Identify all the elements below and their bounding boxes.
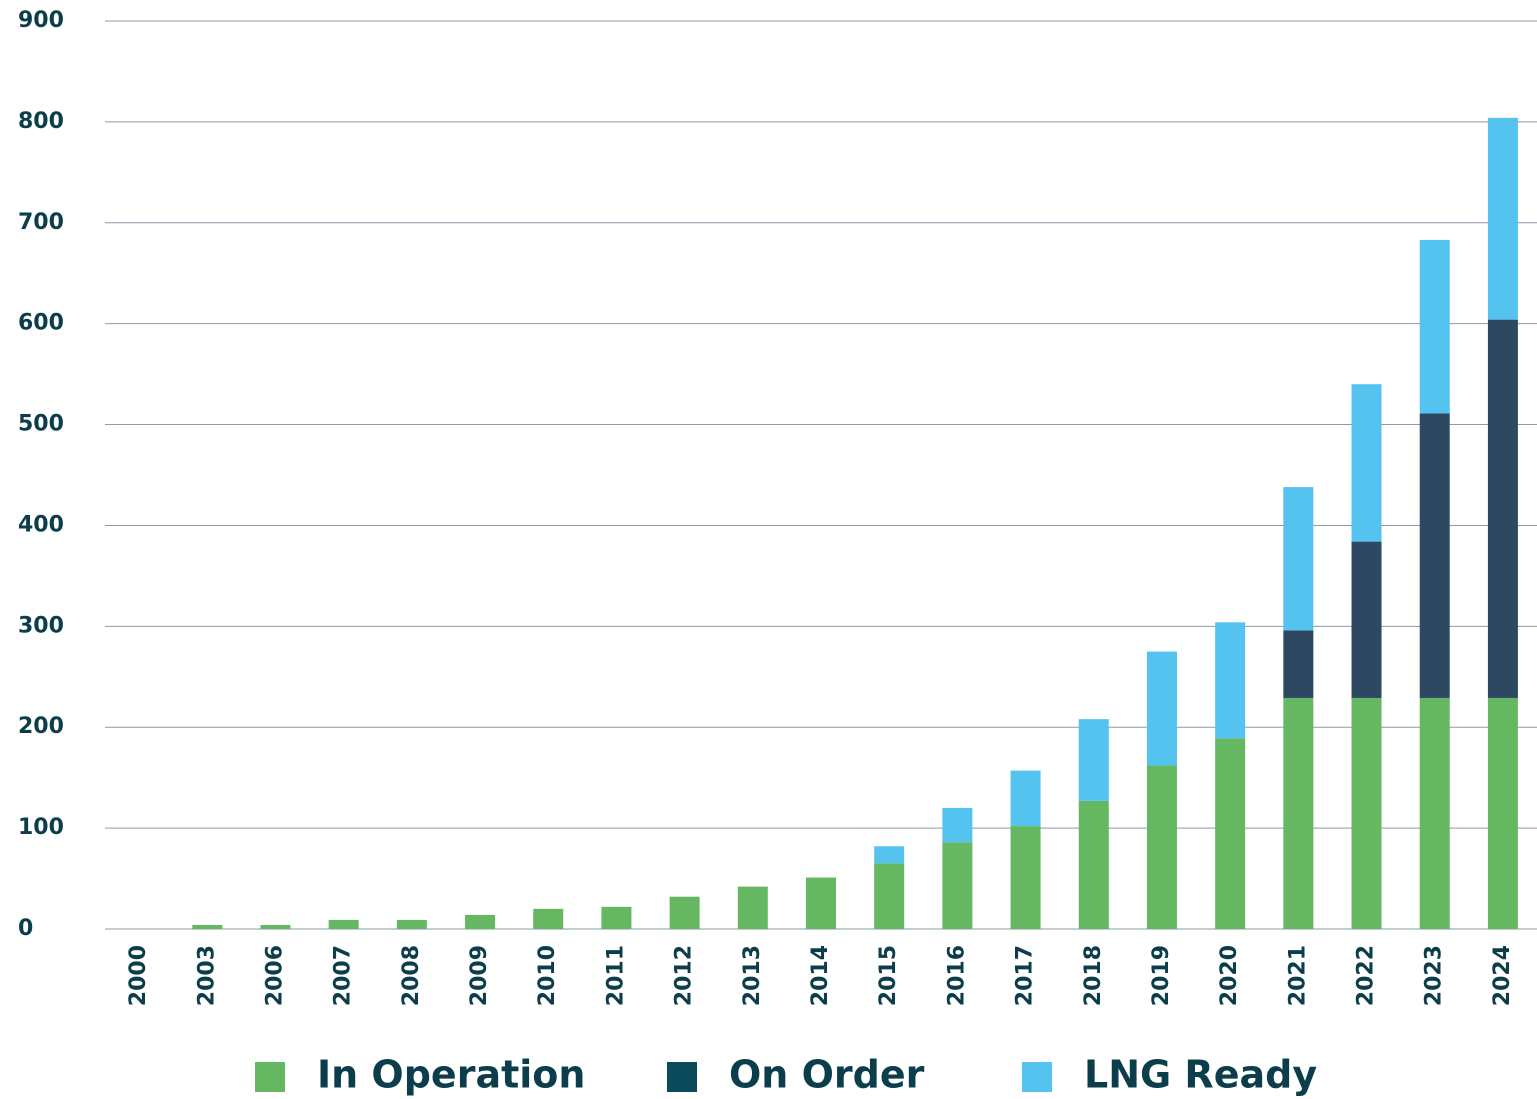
x-tick-label: 2011 xyxy=(603,945,628,1006)
x-tick-label: 2019 xyxy=(1149,945,1174,1006)
y-tick-label: 0 xyxy=(18,916,33,941)
bar-segment xyxy=(1351,697,1382,929)
bar-segment xyxy=(1487,319,1518,698)
x-tick-label: 2021 xyxy=(1285,945,1310,1006)
y-tick-label: 400 xyxy=(18,512,64,537)
bar-segment xyxy=(1010,770,1041,827)
x-tick-label: 2020 xyxy=(1217,945,1242,1006)
bar-segment xyxy=(533,908,564,929)
legend-label: LNG Ready xyxy=(1084,1053,1317,1097)
bar-segment xyxy=(396,919,427,929)
bar-segment xyxy=(1351,384,1382,542)
x-tick-label: 2024 xyxy=(1490,945,1515,1006)
bar-segment xyxy=(1078,719,1109,801)
bar-segment xyxy=(192,924,223,929)
bar-segment xyxy=(874,863,905,929)
bar-segment xyxy=(328,919,359,929)
y-tick-label: 800 xyxy=(18,109,64,134)
legend-swatch xyxy=(255,1062,285,1092)
x-tick-label: 2018 xyxy=(1081,945,1106,1006)
bar-segment xyxy=(1010,826,1041,929)
bar-segment xyxy=(1146,765,1177,929)
bar-segment xyxy=(1078,800,1109,929)
y-tick-label: 700 xyxy=(18,210,64,235)
bar-segment xyxy=(669,896,700,929)
bar-segment xyxy=(874,846,905,864)
bar-segment xyxy=(1419,239,1450,414)
bar-segment xyxy=(1487,697,1518,929)
legend-label: In Operation xyxy=(317,1053,585,1097)
bar-segment xyxy=(1215,622,1246,739)
bar-segment xyxy=(942,842,973,929)
x-tick-label: 2016 xyxy=(944,945,969,1006)
y-tick-label: 100 xyxy=(18,815,64,840)
bar-segment xyxy=(465,914,496,929)
x-tick-label: 2009 xyxy=(467,945,492,1006)
legend-swatch xyxy=(1022,1062,1052,1092)
x-tick-label: 2008 xyxy=(399,945,424,1006)
x-tick-label: 2015 xyxy=(876,945,901,1006)
bar-segment xyxy=(1215,738,1246,929)
x-tick-label: 2010 xyxy=(535,945,560,1006)
bar-segment xyxy=(1351,541,1382,698)
bar-segment xyxy=(737,886,768,929)
bar-segment xyxy=(942,807,973,843)
x-tick-label: 2007 xyxy=(331,945,356,1006)
x-tick-label: 2006 xyxy=(262,945,287,1006)
legend-swatch xyxy=(667,1062,697,1092)
x-tick-label: 2012 xyxy=(672,945,697,1006)
y-tick-label: 500 xyxy=(18,412,64,437)
y-tick-label: 300 xyxy=(18,613,64,638)
y-tick-label: 900 xyxy=(18,8,64,33)
bar-segment xyxy=(1487,117,1518,320)
x-tick-label: 2000 xyxy=(126,945,151,1006)
x-tick-label: 2003 xyxy=(194,945,219,1006)
bar-segment xyxy=(260,924,291,929)
bar-segment xyxy=(1146,651,1177,766)
bar-segment xyxy=(1283,697,1314,929)
bar-segment xyxy=(1283,630,1314,698)
bar-segment xyxy=(806,877,836,929)
y-tick-label: 200 xyxy=(18,714,64,739)
y-tick-label: 600 xyxy=(18,311,64,336)
bar-segment xyxy=(1283,487,1314,631)
bar-segment xyxy=(1419,697,1450,929)
x-tick-label: 2014 xyxy=(808,945,833,1006)
x-tick-label: 2013 xyxy=(740,945,765,1006)
x-tick-label: 2017 xyxy=(1013,945,1038,1006)
bar-segment xyxy=(601,906,632,929)
x-tick-label: 2022 xyxy=(1354,945,1379,1006)
bar-segment xyxy=(1419,413,1450,698)
x-tick-label: 2023 xyxy=(1422,945,1447,1006)
legend-label: On Order xyxy=(729,1053,925,1097)
